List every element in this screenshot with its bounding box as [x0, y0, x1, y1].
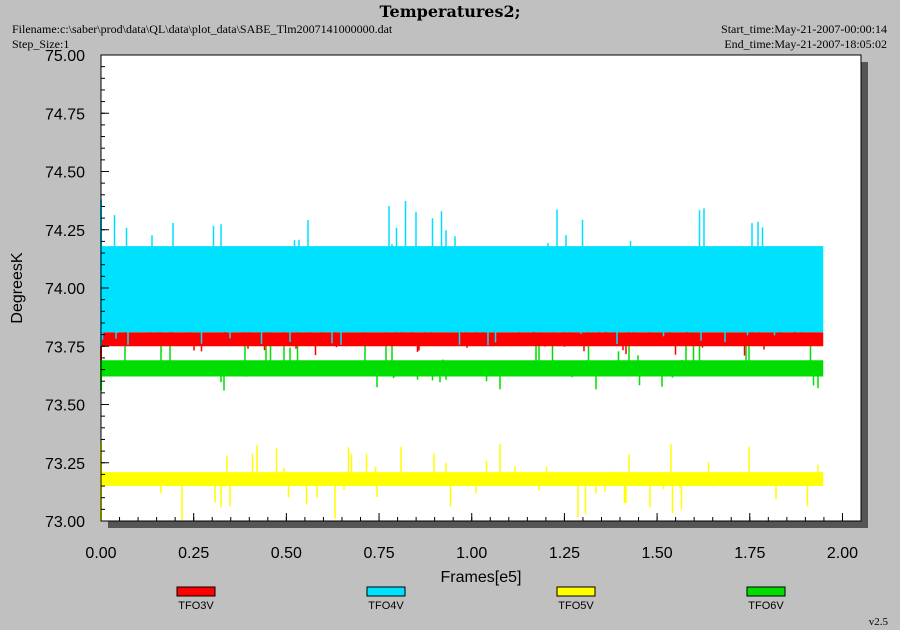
x-axis-label: Frames[e5] — [441, 569, 522, 586]
x-tick-label: 0.00 — [85, 545, 116, 562]
filename-label: Filename:c:\saber\prod\data\QL\data\plot… — [12, 22, 393, 36]
legend-label: TFO3V — [178, 600, 214, 612]
legend-item-TFO6V: TFO6V — [746, 586, 786, 612]
legend-label: TFO6V — [748, 600, 784, 612]
y-tick-label: 74.50 — [45, 165, 85, 182]
legend-swatch — [366, 586, 406, 597]
x-tick-label: 0.25 — [178, 545, 209, 562]
x-tick-label: 0.75 — [363, 545, 394, 562]
y-tick-label: 73.25 — [45, 456, 85, 473]
y-tick-label: 75.00 — [45, 48, 85, 65]
legend: TFO3V TFO4V TFO5V TFO6V — [176, 586, 786, 612]
start-time-label: Start_time:May-21-2007-00:00:14 — [721, 22, 887, 36]
end-time-label: End_time:May-21-2007-18:05:02 — [724, 37, 887, 51]
chart-title: Temperatures2; — [379, 2, 521, 21]
step-size-label: Step_Size:1 — [12, 37, 70, 51]
legend-label: TFO4V — [368, 600, 404, 612]
x-tick-label: 1.50 — [642, 545, 673, 562]
y-tick-label: 74.25 — [45, 223, 85, 240]
x-tick-label: 0.50 — [271, 545, 302, 562]
y-tick-label: 73.75 — [45, 339, 85, 356]
series-layer — [100, 199, 824, 521]
legend-swatch — [176, 586, 216, 597]
legend-item-TFO5V: TFO5V — [556, 586, 596, 612]
legend-swatch — [746, 586, 786, 597]
y-axis-label: DegreesK — [9, 252, 26, 323]
y-tick-label: 73.00 — [45, 514, 85, 531]
y-tick-label: 74.00 — [45, 281, 85, 298]
x-tick-label: 1.00 — [456, 545, 487, 562]
legend-item-TFO4V: TFO4V — [366, 586, 406, 612]
legend-label: TFO5V — [558, 600, 594, 612]
y-tick-label: 74.75 — [45, 106, 85, 123]
axes-layer: 73.00 73.25 73.50 73.75 74.00 74.25 74.50 74.75… — [45, 48, 862, 562]
x-tick-label: 1.25 — [549, 545, 580, 562]
x-tick-label: 1.75 — [734, 545, 765, 562]
legend-item-TFO3V: TFO3V — [176, 586, 216, 612]
y-tick-label: 73.50 — [45, 398, 85, 415]
legend-swatch — [556, 586, 596, 597]
x-tick-label: 2.00 — [827, 545, 858, 562]
version-label: v2.5 — [868, 616, 888, 628]
